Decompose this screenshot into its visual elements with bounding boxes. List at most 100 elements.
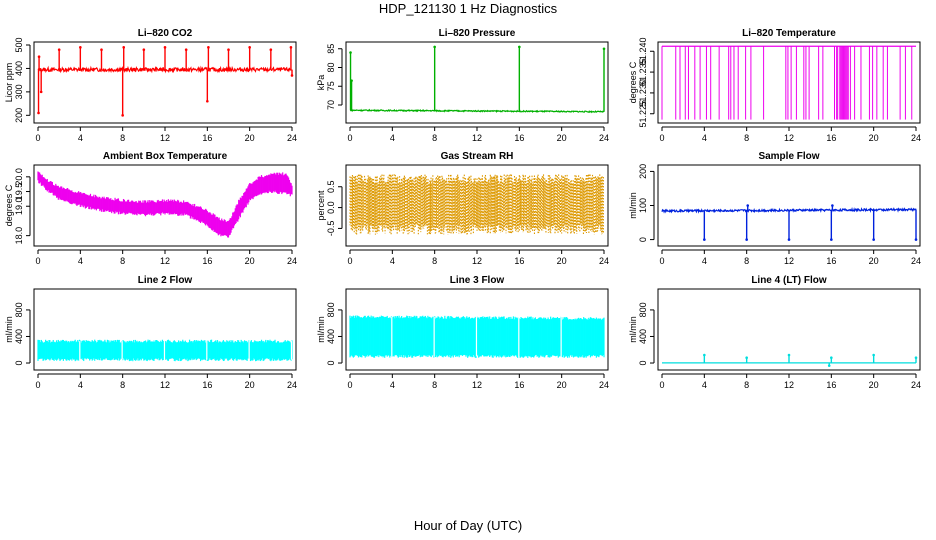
- x-tick-label: 16: [202, 256, 212, 266]
- x-tick-label: 24: [287, 133, 297, 143]
- x-tick-label: 4: [78, 380, 83, 390]
- y-tick-label: 0.5: [326, 180, 336, 193]
- x-tick-label: 20: [245, 380, 255, 390]
- panel-title: Line 3 Flow: [450, 275, 505, 286]
- y-tick-label: 51.240: [638, 37, 648, 65]
- y-tick-label: 19.5: [14, 183, 24, 201]
- plot-frame: [345, 41, 609, 124]
- data-series: [349, 315, 605, 358]
- data-point: [872, 353, 875, 357]
- x-tick-label: 16: [202, 133, 212, 143]
- data-point: [349, 51, 352, 54]
- data-series: [37, 46, 294, 117]
- data-series: [349, 174, 604, 235]
- y-axis-label: ml/min: [628, 316, 638, 343]
- x-tick-label: 0: [659, 133, 664, 143]
- x-tick-label: 8: [432, 380, 437, 390]
- y-tick-label: 51.230: [638, 79, 648, 107]
- x-tick-label: 12: [160, 380, 170, 390]
- x-tick-label: 12: [784, 380, 794, 390]
- x-tick-label: 12: [472, 133, 482, 143]
- data-point: [746, 204, 750, 207]
- data-point: [57, 48, 61, 51]
- x-tick-label: 8: [120, 256, 125, 266]
- x-axis: 0 4 8 12 16 20 24: [35, 249, 297, 266]
- data-point: [248, 46, 251, 49]
- y-axis-label: degrees C: [4, 184, 14, 226]
- plot-frame: [33, 41, 297, 124]
- x-tick-label: 8: [744, 380, 749, 390]
- y-tick-label: 300: [14, 84, 24, 99]
- y-tick-label: 51.225: [638, 100, 648, 128]
- panel-title: Line 2 Flow: [138, 275, 193, 286]
- y-tick-label: 0: [638, 361, 648, 366]
- x-tick-label: 8: [744, 133, 749, 143]
- x-tick-label: 4: [78, 133, 83, 143]
- y-tick-label: 75: [326, 81, 336, 91]
- x-axis: 0 4 8 12 16 20 24: [35, 373, 297, 390]
- x-axis: 0 4 8 12 16 20 24: [347, 126, 609, 143]
- x-tick-label: 20: [869, 380, 879, 390]
- data-series: [662, 353, 918, 367]
- panel-title: Gas Stream RH: [441, 151, 514, 162]
- y-tick-label: 0: [638, 237, 648, 242]
- x-tick-label: 4: [78, 256, 83, 266]
- data-point: [350, 79, 353, 82]
- y-axis: 0 100 200: [638, 164, 655, 242]
- x-tick-label: 12: [160, 256, 170, 266]
- y-tick-label: -0.5: [326, 221, 336, 237]
- plot-frame: [657, 41, 921, 124]
- x-tick-label: 0: [35, 256, 40, 266]
- x-axis: 0 4 8 12 16 20 24: [659, 249, 921, 266]
- data-point: [914, 356, 918, 360]
- y-tick-label: 400: [326, 329, 336, 344]
- data-series: [661, 45, 916, 120]
- data-series: [661, 204, 918, 241]
- y-tick-label: 20.0: [14, 168, 24, 186]
- x-tick-label: 24: [599, 256, 609, 266]
- data-point: [830, 238, 833, 241]
- data-point: [39, 90, 43, 94]
- x-axis: 0 4 8 12 16 20 24: [659, 126, 921, 143]
- x-tick-label: 4: [702, 133, 707, 143]
- data-point: [290, 74, 294, 77]
- x-tick-label: 0: [35, 380, 40, 390]
- x-tick-label: 24: [287, 256, 297, 266]
- x-tick-label: 20: [869, 256, 879, 266]
- panel-title: Line 4 (LT) Flow: [751, 275, 827, 286]
- y-tick-label: 400: [14, 329, 24, 344]
- y-axis: 0 400 800: [638, 302, 655, 366]
- y-axis-label: Licor ppm: [4, 63, 14, 103]
- x-tick-label: 4: [390, 133, 395, 143]
- x-axis: 0 4 8 12 16 20 24: [659, 373, 921, 390]
- x-tick-label: 12: [472, 380, 482, 390]
- data-point: [79, 46, 82, 49]
- x-tick-label: 4: [702, 380, 707, 390]
- panel-4: Ambient Box Temperature 0 4 8 12 16 20 24 18.0 19…: [4, 151, 297, 266]
- x-tick-label: 24: [599, 133, 609, 143]
- x-tick-label: 12: [472, 256, 482, 266]
- panel-1: Li–820 CO2 0 4 8 12 16 20 24 200 300 400 500 Licor p…: [4, 28, 297, 143]
- y-tick-label: 100: [638, 198, 648, 213]
- panel-title: Li–820 Temperature: [742, 28, 836, 39]
- data-series: [37, 339, 293, 362]
- y-tick-label: 800: [638, 302, 648, 317]
- x-tick-label: 20: [245, 133, 255, 143]
- data-point: [100, 48, 103, 51]
- y-tick-label: 400: [638, 329, 648, 344]
- y-axis-label: percent: [316, 190, 326, 221]
- y-tick-label: 80: [326, 62, 336, 72]
- x-axis: 0 4 8 12 16 20 24: [35, 126, 297, 143]
- data-point: [787, 238, 791, 241]
- y-axis-label: degrees C: [628, 61, 638, 103]
- plot-frame: [657, 164, 921, 247]
- plot-frame: [345, 288, 609, 371]
- plot-frame: [345, 164, 609, 247]
- x-axis: 0 4 8 12 16 20 24: [347, 373, 609, 390]
- x-tick-label: 0: [347, 256, 352, 266]
- data-point: [602, 47, 606, 51]
- x-tick-label: 8: [120, 380, 125, 390]
- series-line: [350, 108, 605, 114]
